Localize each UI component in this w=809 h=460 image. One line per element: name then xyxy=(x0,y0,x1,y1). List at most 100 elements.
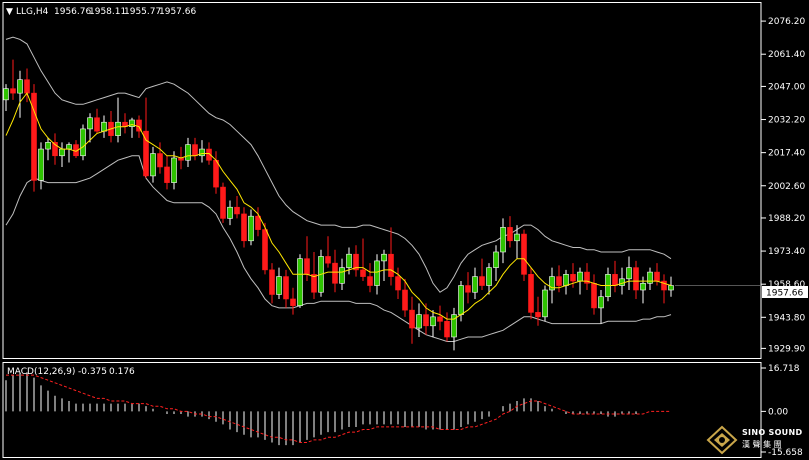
macd-panel[interactable] xyxy=(5,372,671,446)
candle-body xyxy=(563,274,569,286)
candle-body xyxy=(521,233,527,275)
sino-sound-logo: SINO SOUND 漢 聲 集 團 xyxy=(706,425,806,457)
price-tick-label: 2076.20 xyxy=(768,17,805,27)
candle-body xyxy=(458,285,464,315)
candle-body xyxy=(479,276,485,286)
macd-tick-label: -15.658 xyxy=(768,448,803,458)
ohlc-open: 1956.76 xyxy=(54,7,91,17)
candle-body xyxy=(507,227,513,242)
current-price-tag xyxy=(762,286,808,298)
candle-body xyxy=(297,258,303,306)
candle-body xyxy=(94,117,100,132)
candle-body xyxy=(570,274,576,282)
candle-body xyxy=(500,227,506,253)
candle-body xyxy=(304,258,310,275)
ohlc-close: 1957.66 xyxy=(159,7,196,17)
candle-body xyxy=(206,148,212,161)
macd-main-value: -0.375 xyxy=(78,367,107,377)
candle-body xyxy=(87,117,93,130)
candle-body xyxy=(402,289,408,311)
price-panel-frame xyxy=(2,2,762,359)
candle-body xyxy=(115,121,121,136)
candle-body xyxy=(584,271,590,284)
candle-body xyxy=(353,253,359,271)
candle-body xyxy=(367,276,373,286)
candle-body xyxy=(199,148,205,157)
macd-name: MACD(12,26,9) xyxy=(7,367,75,377)
candle-body xyxy=(3,88,9,101)
candle-body xyxy=(52,142,58,157)
candle-body xyxy=(612,274,618,286)
logo-text-en: SINO SOUND xyxy=(742,428,803,437)
candle-body xyxy=(213,159,219,188)
candle-body xyxy=(472,276,478,293)
candle-body xyxy=(346,253,352,268)
price-tick-label: 2032.20 xyxy=(768,116,805,126)
macd-tick-label: 16.718 xyxy=(768,364,800,374)
ohlc-low: 1955.77 xyxy=(124,7,161,17)
candle-body xyxy=(143,130,149,177)
candle-body xyxy=(668,285,674,291)
candle-body xyxy=(465,285,471,293)
logo-emblem-icon xyxy=(706,425,738,455)
moving-average-line xyxy=(5,92,672,320)
candle-body xyxy=(325,256,331,264)
candle-body xyxy=(157,153,163,168)
macd-panel-frame xyxy=(2,362,762,458)
macd-signal-value: 0.176 xyxy=(109,367,135,377)
candle-body xyxy=(255,215,261,230)
price-tick-label: 1929.90 xyxy=(768,344,805,354)
candle-body xyxy=(598,296,604,309)
price-panel[interactable] xyxy=(3,36,762,351)
candle-body xyxy=(549,276,555,291)
candle-body xyxy=(591,282,597,309)
chart-menu-arrow[interactable]: ▼ xyxy=(6,7,13,17)
candle-body xyxy=(528,274,534,313)
price-tick-label: 1958.60 xyxy=(768,280,805,290)
candle-body xyxy=(10,88,16,94)
candle-body xyxy=(269,269,275,295)
candle-body xyxy=(647,271,653,284)
candle-body xyxy=(409,309,415,329)
candle-body xyxy=(129,119,135,127)
candle-body xyxy=(276,276,282,295)
candle-body xyxy=(535,312,541,318)
price-tick-label: 1973.40 xyxy=(768,247,805,257)
candle-body xyxy=(192,144,198,157)
candle-body xyxy=(542,289,548,318)
candle-body xyxy=(395,276,401,291)
candle-body xyxy=(241,213,247,242)
candle-body xyxy=(227,206,233,219)
candle-body xyxy=(311,274,317,293)
candle-body xyxy=(633,267,639,291)
candle-body xyxy=(290,298,296,306)
candle-body xyxy=(171,157,177,183)
candle-body xyxy=(640,282,646,291)
price-axis: 2076.20 2061.40 2047.00 2032.20 2017.40 2002.… xyxy=(761,17,805,458)
candle-body xyxy=(164,166,170,183)
candle-body xyxy=(332,262,338,284)
candle-body xyxy=(262,229,268,271)
candle-body xyxy=(150,153,156,177)
ohlc-high: 1958.11 xyxy=(89,7,126,17)
candle-body xyxy=(451,314,457,338)
candle-body xyxy=(80,128,86,157)
candle-body xyxy=(283,276,289,300)
price-tick-label: 1988.20 xyxy=(768,214,805,224)
candle-body xyxy=(45,142,51,150)
candle-body xyxy=(661,280,667,291)
macd-tick-label: 0.00 xyxy=(768,407,788,417)
candle-body xyxy=(437,316,443,322)
candle-body xyxy=(654,271,660,282)
price-tick-label: 2047.00 xyxy=(768,82,805,92)
price-tick-label: 1943.80 xyxy=(768,313,805,323)
candle-body xyxy=(514,233,520,242)
candle-body xyxy=(381,253,387,262)
current-price-label: 1957.66 xyxy=(766,289,803,299)
candle-body xyxy=(360,269,366,277)
candle-body xyxy=(38,148,44,181)
candle-body xyxy=(59,148,65,157)
candle-body xyxy=(17,79,23,94)
candle-body xyxy=(374,260,380,286)
